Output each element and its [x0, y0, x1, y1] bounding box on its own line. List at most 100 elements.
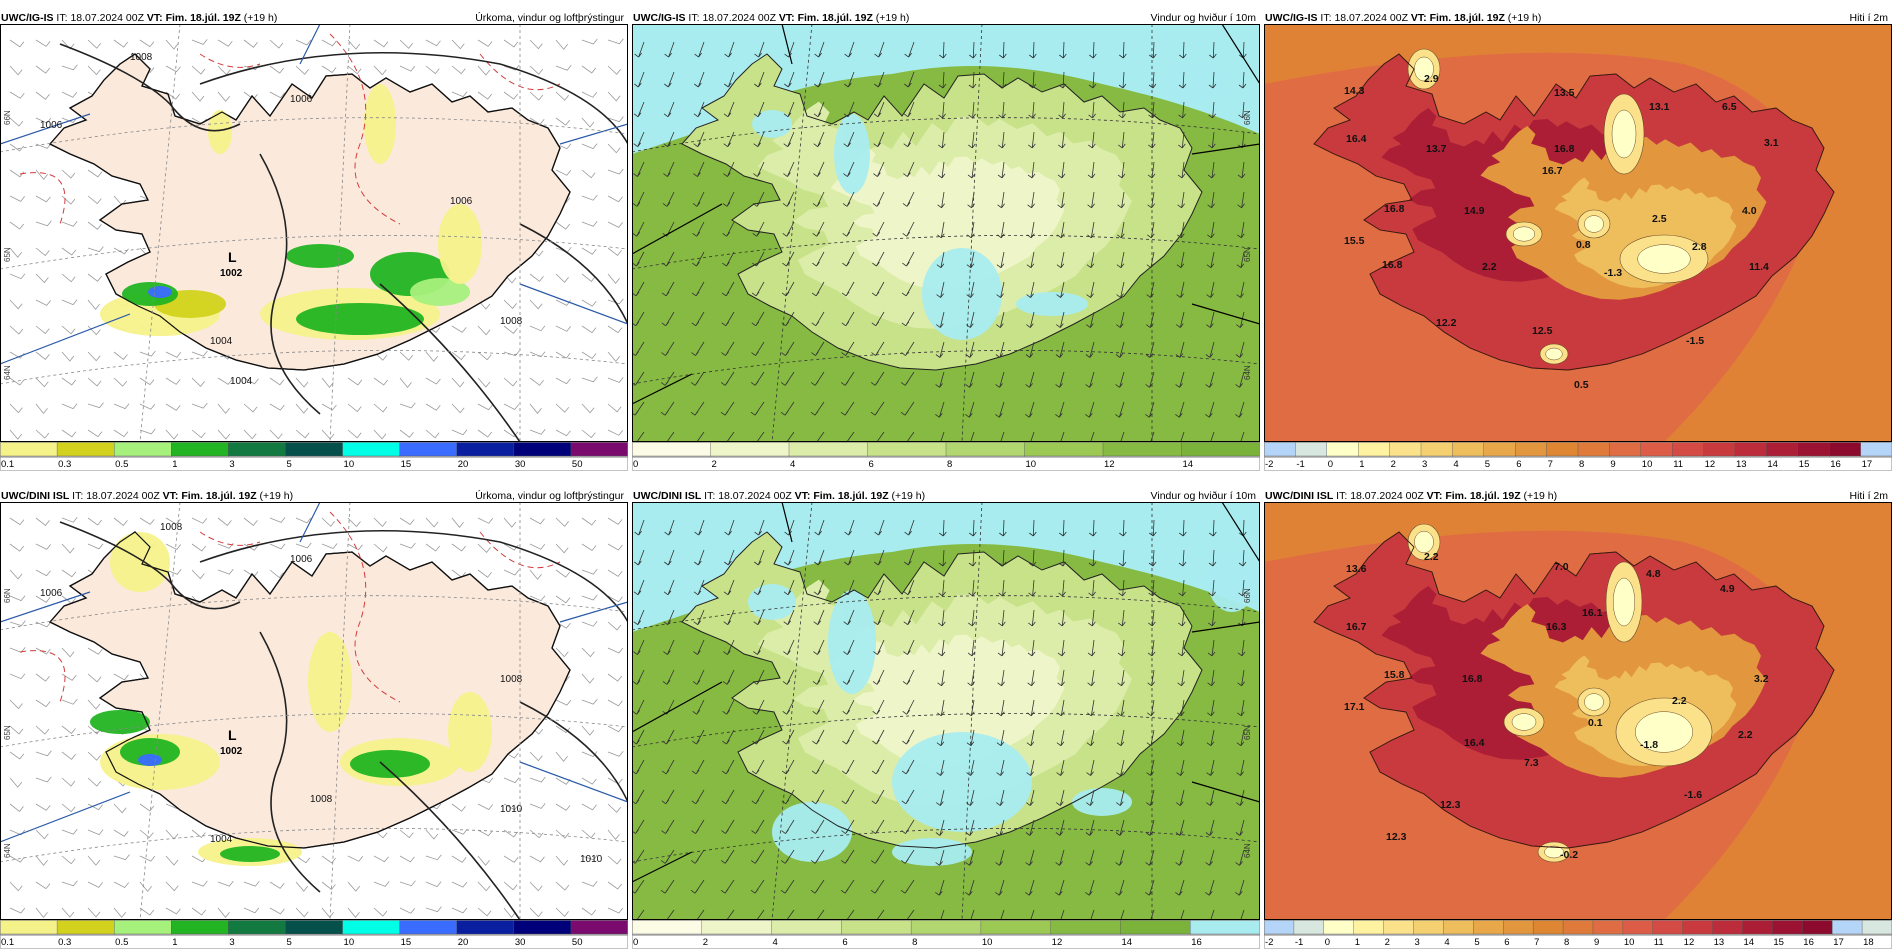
- colorbar-tick-label: 6: [1504, 937, 1509, 948]
- header-left: UWC/IG-IS IT: 18.07.2024 00Z VT: Fim. 18…: [1265, 8, 1541, 28]
- colorbar-swatch: [771, 920, 843, 935]
- colorbar-swatch: [1682, 920, 1714, 935]
- colorbar-swatch: [56, 442, 115, 457]
- it-value: 18.07.2024 00Z: [86, 490, 163, 502]
- colorbar-tick-label: 12: [1705, 459, 1716, 470]
- lead-time: (+19 h): [243, 12, 278, 24]
- colorbar-swatch: [1452, 442, 1485, 457]
- colorbar-tick-label: 10: [1642, 459, 1653, 470]
- colorbar-tick-label: 6: [869, 459, 874, 470]
- colorbar-tick-label: 15: [401, 459, 412, 470]
- vt-label: VT:: [1426, 490, 1446, 502]
- temperature-value-label: 2.2: [1672, 695, 1687, 707]
- lat-lon-lines: [632, 24, 1260, 405]
- temperature-value-label: 12.3: [1386, 831, 1407, 843]
- colorbar-tick-label: 3: [1422, 459, 1427, 470]
- temperature-value-label: 2.8: [1692, 241, 1707, 253]
- colorbar-tick-label: 20: [458, 937, 469, 948]
- colorbar-tick-label: 11: [1673, 459, 1683, 470]
- colorbar-swatch: [1742, 920, 1774, 935]
- colorbar-tick-label: 16: [1803, 937, 1814, 948]
- temperature-value-label: 2.2: [1738, 729, 1753, 741]
- colorbar-swatch: [228, 920, 287, 935]
- map-temp: 14.3 2.9 13.5 13.1 6.5 16.4 13.7 16.8 3.1 16.7 14.…: [1264, 24, 1892, 442]
- colorbar-tick-label: 0: [1328, 459, 1333, 470]
- it-value: 18.07.2024 00Z: [1350, 490, 1427, 502]
- colorbar-tick-label: 15: [401, 937, 412, 948]
- colorbar-tick-label: 50: [572, 459, 583, 470]
- colorbar-tick-label: 13: [1714, 937, 1725, 948]
- colorbar-swatch: [1357, 442, 1391, 457]
- it-value: 18.07.2024 00Z: [718, 490, 795, 502]
- latitude-label: 66N: [1243, 588, 1252, 603]
- lead-time: (+19 h): [259, 490, 294, 502]
- wind-arrows: [632, 519, 1247, 920]
- colorbar-tick-label: 10: [982, 937, 993, 948]
- temperature-value-label: 12.2: [1436, 317, 1457, 329]
- colorbar-tick-label: 9: [1594, 937, 1599, 948]
- lead-time: (+19 h): [1507, 12, 1542, 24]
- vt-label: VT:: [162, 490, 182, 502]
- strong-wind-area: [834, 114, 870, 194]
- model-name: UWC/IG-IS: [1, 12, 54, 24]
- pressure-label: 1004: [230, 376, 253, 387]
- colorbar-tick-label: 14: [1743, 937, 1754, 948]
- colorbar-tick-label: 12: [1104, 459, 1115, 470]
- colorbar-tick-label: 13: [1736, 459, 1747, 470]
- forecast-panel-temp: UWC/IG-IS IT: 18.07.2024 00Z VT: Fim. 18…: [1264, 8, 1892, 473]
- legend-temp: -2 -1 0 1 2 3 4 5 6 7 8 9 10 11 12 13 14 15 16 17: [1264, 442, 1892, 472]
- colorbar-tick-label: 30: [515, 459, 526, 470]
- map-precip: 1008 1006 1006 1004 1004 1006 1008 L 1002 66N 65N 6…: [0, 24, 628, 442]
- temperature-value-label: -1.3: [1604, 267, 1622, 279]
- vt-value: Fim. 18.júl. 19Z: [797, 12, 876, 24]
- colorbar-swatch: [1622, 920, 1654, 935]
- colorbar: 0.1 0.3 0.5 1 3 5 10 15 20 30 50: [0, 442, 628, 471]
- colorbar-tick-label: 2: [703, 937, 708, 948]
- colorbar-swatch: [1592, 920, 1624, 935]
- colorbar-swatch: [285, 442, 344, 457]
- temperature-value-label: -0.2: [1560, 849, 1578, 861]
- header-left: UWC/IG-IS IT: 18.07.2024 00Z VT: Fim. 18…: [1, 8, 277, 28]
- forecast-panel-wind: UWC/DINI ISL IT: 18.07.2024 00Z VT: Fim.…: [632, 486, 1260, 951]
- colorbar-swatch: [1514, 442, 1548, 457]
- vt-label: VT:: [1410, 12, 1430, 24]
- graticule: [0, 502, 628, 920]
- temperature-value-label: -1.6: [1684, 789, 1702, 801]
- model-name: UWC/IG-IS: [1265, 12, 1318, 24]
- strong-wind-area: [752, 110, 792, 138]
- strong-wind-area: [828, 590, 876, 694]
- colorbar-tick-label: 7: [1548, 459, 1553, 470]
- it-value: 18.07.2024 00Z: [70, 12, 147, 24]
- colorbar-swatch: [1389, 442, 1422, 457]
- colorbar-tick-label: 8: [912, 937, 917, 948]
- lat-lon-lines: [0, 24, 628, 365]
- latitude-label: 65N: [3, 247, 12, 262]
- colorbar-tick-label: 0.3: [58, 937, 71, 948]
- precip-area: [110, 532, 170, 592]
- colorbar-swatch: [1024, 442, 1104, 457]
- temperature-value-label: 13.6: [1346, 563, 1367, 575]
- colorbar-swatch: [1295, 442, 1328, 457]
- precip-area: [208, 110, 232, 154]
- colorbar-swatch: [1802, 920, 1833, 935]
- colorbar-swatch: [1562, 920, 1594, 935]
- colorbar-swatch: [1326, 442, 1359, 457]
- colorbar-swatch: [1712, 920, 1744, 935]
- colorbar-swatch: [513, 442, 572, 457]
- colorbar-tick-label: -1: [1295, 937, 1303, 948]
- lead-time: (+19 h): [1523, 490, 1558, 502]
- model-name: UWC/DINI ISL: [1265, 490, 1334, 502]
- temperature-value-label: 13.1: [1649, 101, 1670, 113]
- colorbar-swatch: [570, 920, 628, 935]
- temperature-value-label: 14.3: [1344, 85, 1365, 97]
- colorbar-tick-label: -2: [1265, 937, 1273, 948]
- colorbar-swatch: [1420, 442, 1454, 457]
- colorbar-swatch: [1734, 442, 1768, 457]
- colorbar-tick-label: 20: [458, 459, 469, 470]
- latitude-label: 66N: [3, 588, 12, 603]
- temperature-value-label: 16.3: [1546, 621, 1567, 633]
- it-label: IT:: [1336, 490, 1351, 502]
- colorbar-swatch: [1264, 442, 1297, 457]
- temperature-value-label: 4.8: [1646, 568, 1661, 580]
- colorbar-tick-label: 14: [1183, 459, 1194, 470]
